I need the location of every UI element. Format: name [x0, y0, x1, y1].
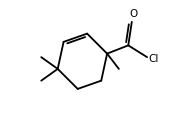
Text: Cl: Cl [149, 54, 159, 64]
Text: O: O [129, 9, 138, 19]
